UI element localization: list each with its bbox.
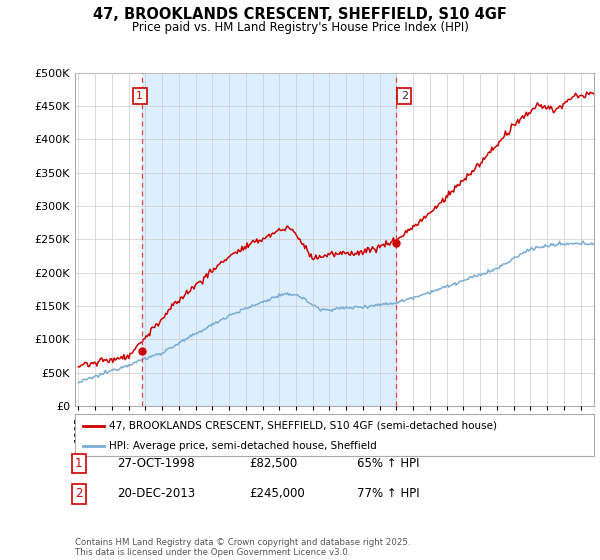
Text: 47, BROOKLANDS CRESCENT, SHEFFIELD, S10 4GF: 47, BROOKLANDS CRESCENT, SHEFFIELD, S10 …: [93, 7, 507, 22]
Text: HPI: Average price, semi-detached house, Sheffield: HPI: Average price, semi-detached house,…: [109, 441, 376, 451]
Text: Price paid vs. HM Land Registry's House Price Index (HPI): Price paid vs. HM Land Registry's House …: [131, 21, 469, 34]
Text: £82,500: £82,500: [249, 457, 297, 470]
Text: 20-DEC-2013: 20-DEC-2013: [117, 487, 195, 501]
Text: 47, BROOKLANDS CRESCENT, SHEFFIELD, S10 4GF (semi-detached house): 47, BROOKLANDS CRESCENT, SHEFFIELD, S10 …: [109, 421, 497, 431]
Text: 77% ↑ HPI: 77% ↑ HPI: [357, 487, 419, 501]
Text: 65% ↑ HPI: 65% ↑ HPI: [357, 457, 419, 470]
Text: £245,000: £245,000: [249, 487, 305, 501]
Text: Contains HM Land Registry data © Crown copyright and database right 2025.
This d: Contains HM Land Registry data © Crown c…: [75, 538, 410, 557]
Text: 2: 2: [401, 91, 408, 101]
Text: 1: 1: [136, 91, 143, 101]
Text: 27-OCT-1998: 27-OCT-1998: [117, 457, 194, 470]
Bar: [142, 73, 396, 406]
Text: 1: 1: [75, 457, 83, 470]
Text: 2: 2: [75, 487, 83, 501]
